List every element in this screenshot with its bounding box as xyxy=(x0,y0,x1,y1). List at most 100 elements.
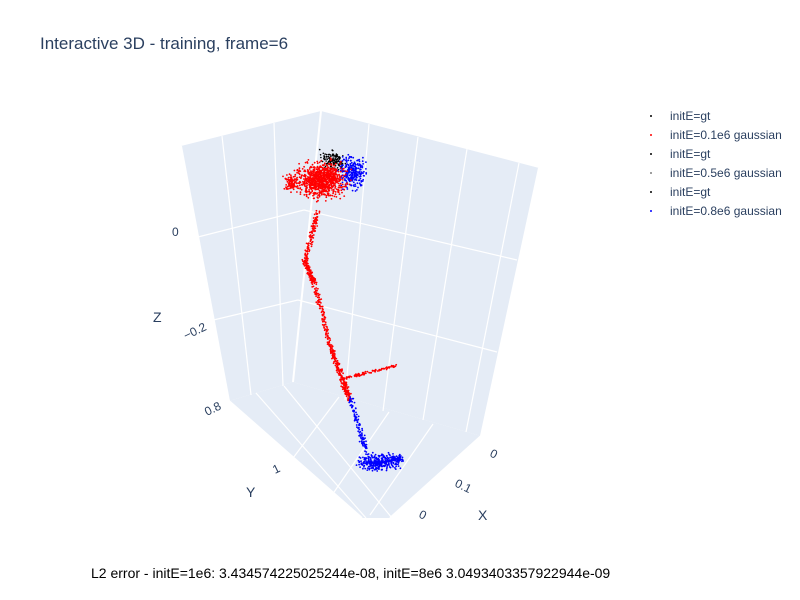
scatter-point xyxy=(331,182,334,185)
legend-item-0.8e6-gaussian[interactable]: initE=0.8e6 gaussian xyxy=(645,201,782,220)
scatter-point xyxy=(287,178,290,181)
scatter-point xyxy=(365,453,367,455)
scatter-point xyxy=(303,180,306,183)
scatter-point xyxy=(376,458,379,460)
z-axis-title: Z xyxy=(153,309,162,325)
scatter-point xyxy=(339,160,342,163)
scatter-point xyxy=(312,179,315,182)
scatter-point xyxy=(355,373,357,375)
scatter-point xyxy=(354,163,357,166)
legend-label: initE=0.5e6 gaussian xyxy=(670,165,782,180)
scatter-point xyxy=(353,169,356,172)
scatter-point xyxy=(305,195,308,198)
scatter-point xyxy=(357,424,360,426)
scatter-point xyxy=(385,368,388,371)
scatter-point xyxy=(374,465,377,467)
scatter-point xyxy=(331,185,333,188)
scatter-point xyxy=(360,374,363,376)
scatter-point xyxy=(302,182,305,185)
scatter-point xyxy=(380,465,383,468)
scatter-point xyxy=(306,161,309,163)
legend-item-gt-3[interactable]: initE=gt xyxy=(645,182,782,201)
scatter-point xyxy=(297,170,300,173)
scatter-point xyxy=(312,222,314,225)
scatter-point xyxy=(336,167,339,169)
scatter-point xyxy=(339,162,341,165)
scatter-point xyxy=(330,155,332,158)
scatter-point xyxy=(340,370,343,373)
scatter-point xyxy=(370,464,373,467)
scatter-point xyxy=(342,167,345,170)
scatter-point xyxy=(334,364,337,367)
scatter-point xyxy=(323,184,326,187)
scatter-point xyxy=(347,397,349,399)
scatter-point xyxy=(387,460,390,462)
scatter-point xyxy=(354,172,357,175)
scatter-point xyxy=(392,366,395,369)
legend[interactable]: initE=gt initE=0.1e6 gaussian initE=gt i… xyxy=(645,106,782,220)
scatter-point xyxy=(360,460,362,462)
scatter-point xyxy=(308,190,310,193)
scatter-point xyxy=(344,178,346,180)
scatter-point xyxy=(294,173,297,176)
scatter-point xyxy=(366,469,369,471)
legend-swatch xyxy=(645,209,671,212)
scatter-point xyxy=(306,182,309,185)
scatter-point xyxy=(315,289,317,291)
legend-item-0.5e6-gaussian[interactable]: initE=0.5e6 gaussian xyxy=(645,163,782,182)
grid-lines xyxy=(193,122,520,519)
scatter-point xyxy=(342,372,344,375)
scatter-point xyxy=(314,230,317,232)
scatter-point xyxy=(361,463,363,466)
legend-swatch xyxy=(645,190,671,193)
scatter-point xyxy=(371,451,374,454)
scatter-point xyxy=(336,154,339,156)
scatter-point xyxy=(366,467,369,469)
scatter-point xyxy=(357,415,360,418)
scatter-point xyxy=(329,345,331,348)
scatter-point xyxy=(321,166,324,169)
scatter-point xyxy=(328,174,330,177)
scatter-point xyxy=(348,183,351,186)
scatter-point xyxy=(326,341,329,344)
scatter-point xyxy=(345,382,347,385)
scatter-point xyxy=(284,177,287,180)
scatter-point xyxy=(389,466,392,469)
scatter-point xyxy=(341,160,344,162)
scatter-point xyxy=(316,216,319,218)
legend-item-0.1e6-gaussian[interactable]: initE=0.1e6 gaussian xyxy=(645,125,782,144)
scatter-point xyxy=(304,170,307,173)
scatter-point xyxy=(333,179,335,182)
scatter-point xyxy=(307,196,310,199)
scatter-point xyxy=(304,183,306,185)
scatter-point xyxy=(328,160,330,163)
scatter-point xyxy=(331,354,334,357)
scatter-point xyxy=(331,194,334,197)
scatter-point xyxy=(365,451,368,453)
scatter-point xyxy=(384,456,387,459)
legend-item-gt-1[interactable]: initE=gt xyxy=(645,106,782,125)
scatter-point xyxy=(365,457,368,460)
scatter-point xyxy=(325,325,328,328)
scatter-point xyxy=(338,362,341,365)
legend-item-gt-2[interactable]: initE=gt xyxy=(645,144,782,163)
scatter-point xyxy=(315,281,318,284)
scatter-point xyxy=(345,156,348,159)
scatter-point xyxy=(303,170,306,173)
scatter-point xyxy=(378,455,381,458)
scatter-point xyxy=(341,179,344,181)
scatter-point xyxy=(308,181,311,184)
scatter-point xyxy=(355,419,358,422)
floor-pane xyxy=(229,382,481,518)
scatter-point xyxy=(373,455,376,458)
scatter-point xyxy=(351,174,354,176)
scatter-point xyxy=(329,182,332,185)
scatter-point xyxy=(365,172,368,174)
z-tick-0: 0 xyxy=(172,225,179,239)
scatter-point xyxy=(363,434,366,437)
scatter-point xyxy=(378,369,380,372)
scatter-point xyxy=(291,180,293,183)
scatter-point xyxy=(307,171,309,174)
scatter-point xyxy=(310,177,312,180)
